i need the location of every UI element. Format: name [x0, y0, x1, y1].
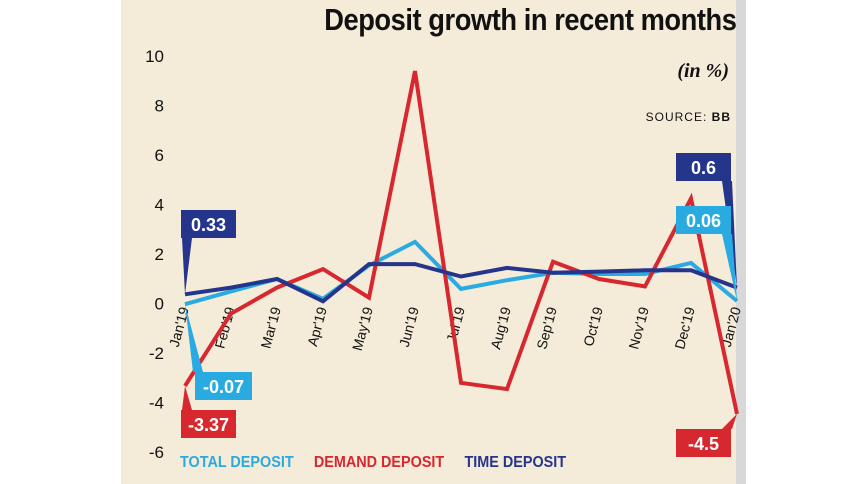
x-tick-label: Dec'19 [671, 305, 698, 351]
legend-total-deposit: TOTAL DEPOSIT [180, 454, 294, 471]
x-tick-label: Oct'19 [580, 305, 606, 348]
y-tick-label: -2 [149, 344, 164, 363]
series-line-time [184, 262, 738, 304]
callout-label: 0.33 [191, 215, 226, 235]
callout-pointer [722, 234, 737, 302]
legend-time-deposit: TIME DEPOSIT [464, 454, 567, 471]
x-tick-label: Nov'19 [625, 305, 652, 351]
callout-label: 0.06 [686, 211, 721, 231]
x-tick-label: Aug'19 [487, 305, 514, 351]
y-tick-label: 4 [155, 196, 164, 215]
series-line-demand [183, 70, 739, 415]
callout-box [676, 153, 731, 181]
callout-pointer [182, 238, 192, 295]
callout-label: -3.37 [188, 415, 229, 435]
callout-pointer [722, 413, 737, 429]
legend-demand-deposit: DEMAND DEPOSIT [313, 454, 445, 471]
y-tick-label: -4 [149, 394, 164, 413]
callout-label: -4.5 [688, 434, 719, 454]
chart-title: Deposit growth in recent months [323, 2, 737, 37]
callout-label: 0.6 [691, 158, 716, 178]
x-tick-label: Sep'19 [533, 305, 560, 351]
chart-panel [121, 0, 745, 484]
source-value: BB [711, 110, 731, 124]
y-tick-label: 0 [155, 295, 164, 314]
x-tick-label: Mar'19 [257, 305, 283, 350]
x-tick-label: Apr'19 [304, 305, 330, 348]
callout-box [181, 410, 236, 438]
y-tick-label: -6 [149, 443, 164, 462]
unit-label: (in %) [677, 60, 729, 82]
callout-box [181, 210, 236, 238]
decorative-stripe [736, 0, 746, 484]
y-tick-label: 6 [155, 146, 164, 165]
callout-box [676, 429, 731, 457]
x-tick-label: May'19 [349, 305, 376, 353]
callout-pointer [182, 385, 192, 410]
callout-pointer [185, 304, 203, 372]
legend: TOTAL DEPOSIT DEMAND DEPOSIT TIME DEPOSI… [180, 454, 582, 472]
callout-box [676, 206, 731, 234]
source-label: SOURCE: [645, 110, 708, 124]
source-note: SOURCE: BB [646, 110, 731, 124]
x-tick-label: Jun'19 [396, 305, 422, 349]
y-tick-label: 10 [145, 47, 164, 66]
y-tick-label: 2 [155, 245, 164, 264]
y-tick-label: 8 [155, 97, 164, 116]
callout-label: -0.07 [203, 377, 244, 397]
callout-box [195, 372, 252, 400]
